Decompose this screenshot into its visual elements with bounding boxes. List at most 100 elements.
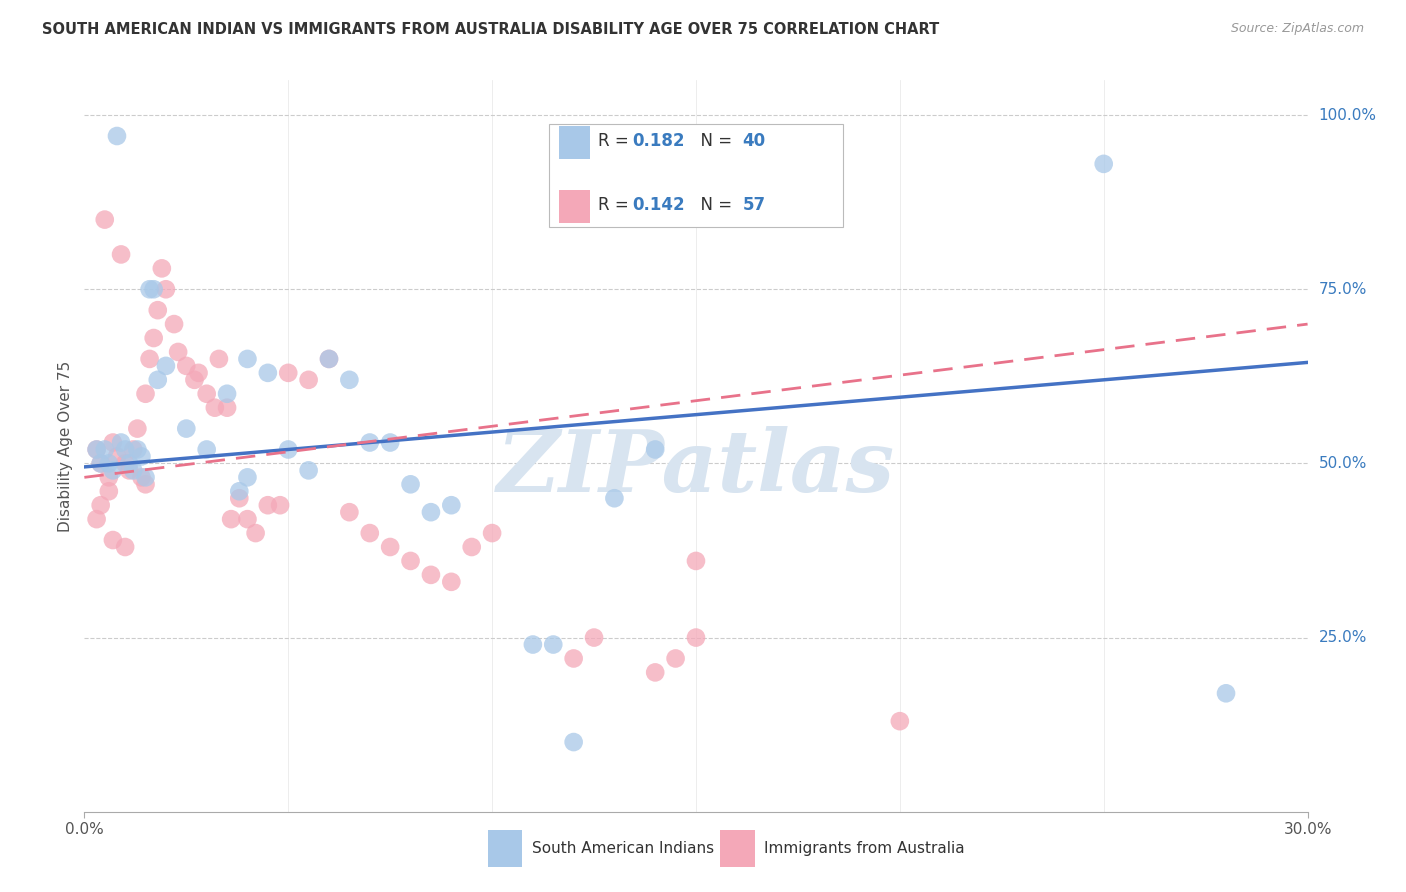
Point	[582, 631, 605, 645]
Point	[420, 567, 443, 582]
Point	[101, 533, 124, 547]
Point	[86, 512, 108, 526]
Text: N =: N =	[690, 195, 737, 213]
Point	[440, 498, 463, 512]
Point	[183, 373, 205, 387]
Text: 0.142: 0.142	[633, 195, 685, 213]
Point	[685, 554, 707, 568]
Point	[135, 477, 157, 491]
Point	[97, 470, 120, 484]
Bar	[720, 830, 755, 867]
Point	[187, 366, 209, 380]
Point	[603, 491, 626, 506]
Point	[664, 651, 686, 665]
Point	[380, 540, 402, 554]
Text: 0.182: 0.182	[633, 132, 685, 150]
Point	[399, 477, 422, 491]
Point	[236, 512, 259, 526]
Point	[114, 442, 136, 457]
Text: R =: R =	[598, 132, 634, 150]
Point	[101, 435, 124, 450]
Point	[236, 351, 259, 366]
Point	[195, 442, 218, 457]
Point	[146, 303, 169, 318]
Text: 75.0%: 75.0%	[1319, 282, 1367, 297]
Point	[359, 435, 381, 450]
Point	[131, 470, 153, 484]
Bar	[560, 190, 589, 223]
Point	[217, 386, 239, 401]
Point	[93, 442, 115, 457]
Point	[97, 484, 120, 499]
Point	[90, 498, 112, 512]
Point	[90, 457, 112, 471]
Text: ZIPatlas: ZIPatlas	[496, 426, 896, 509]
Point	[86, 442, 108, 457]
Point	[105, 128, 128, 143]
Text: N =: N =	[690, 132, 737, 150]
Point	[131, 450, 153, 464]
Point	[114, 457, 136, 471]
Point	[138, 282, 160, 296]
Point	[217, 401, 239, 415]
Point	[399, 554, 422, 568]
Point	[562, 735, 585, 749]
Point	[101, 463, 124, 477]
Point	[298, 373, 321, 387]
Point	[461, 540, 484, 554]
Point	[90, 457, 112, 471]
Point	[114, 540, 136, 554]
Point	[339, 505, 360, 519]
Point	[685, 631, 707, 645]
Point	[118, 457, 141, 471]
Point	[236, 470, 259, 484]
Point	[97, 457, 120, 471]
Point	[110, 435, 132, 450]
Bar	[488, 830, 522, 867]
Point	[138, 351, 160, 366]
Point	[105, 450, 128, 464]
Point	[644, 442, 666, 457]
Point	[93, 212, 115, 227]
Point	[228, 484, 250, 499]
Text: 40: 40	[742, 132, 766, 150]
Point	[146, 373, 169, 387]
Point	[543, 638, 565, 652]
Point	[174, 359, 197, 373]
Point	[150, 261, 173, 276]
Bar	[560, 127, 589, 160]
Point	[481, 526, 503, 541]
Point	[889, 714, 911, 728]
Point	[163, 317, 186, 331]
Point	[127, 442, 149, 457]
Point	[522, 638, 544, 652]
Point	[142, 331, 165, 345]
Text: R =: R =	[598, 195, 634, 213]
Point	[440, 574, 463, 589]
Point	[228, 491, 250, 506]
Point	[204, 401, 226, 415]
Point	[110, 247, 132, 261]
Text: South American Indians: South American Indians	[531, 841, 714, 855]
Point	[339, 373, 360, 387]
Point	[257, 366, 280, 380]
Point	[644, 665, 666, 680]
Point	[318, 351, 340, 366]
Point	[257, 498, 280, 512]
Text: Source: ZipAtlas.com: Source: ZipAtlas.com	[1230, 22, 1364, 36]
Text: 57: 57	[742, 195, 766, 213]
Point	[1092, 157, 1115, 171]
Point	[86, 442, 108, 457]
Text: 100.0%: 100.0%	[1319, 108, 1376, 122]
Point	[420, 505, 443, 519]
Point	[269, 498, 291, 512]
Point	[127, 421, 149, 435]
Y-axis label: Disability Age Over 75: Disability Age Over 75	[58, 360, 73, 532]
Point	[562, 651, 585, 665]
Point	[174, 421, 197, 435]
Text: 25.0%: 25.0%	[1319, 630, 1367, 645]
Point	[122, 463, 145, 477]
Point	[208, 351, 231, 366]
Point	[219, 512, 242, 526]
Point	[277, 366, 299, 380]
